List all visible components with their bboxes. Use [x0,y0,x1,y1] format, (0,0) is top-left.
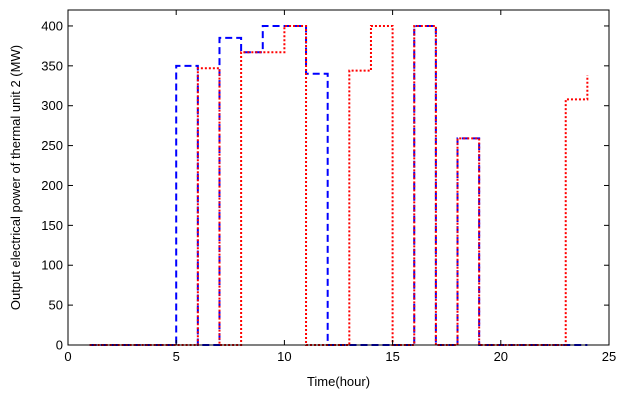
x-tick-label: 20 [494,349,508,364]
x-tick-label: 0 [64,349,71,364]
y-tick-label: 400 [41,18,63,33]
y-tick-label: 300 [41,98,63,113]
y-tick-label: 50 [49,298,63,313]
y-tick-label: 100 [41,258,63,273]
x-tick-label: 10 [277,349,291,364]
y-tick-label: 200 [41,178,63,193]
series-line-1 [89,24,589,346]
x-axis-label: Time(hour) [307,374,370,389]
series-line-0 [89,24,588,346]
x-tick-label: 25 [602,349,616,364]
x-tick-label: 5 [173,349,180,364]
x-tick-label: 15 [385,349,399,364]
y-tick-label: 0 [56,338,63,353]
plot-frame [67,9,610,346]
series-layer [89,24,589,346]
y-axis-label: Output electrical power of thermal unit … [8,45,23,310]
y-tick-label: 250 [41,138,63,153]
y-tick-label: 350 [41,58,63,73]
y-tick-label: 150 [41,218,63,233]
